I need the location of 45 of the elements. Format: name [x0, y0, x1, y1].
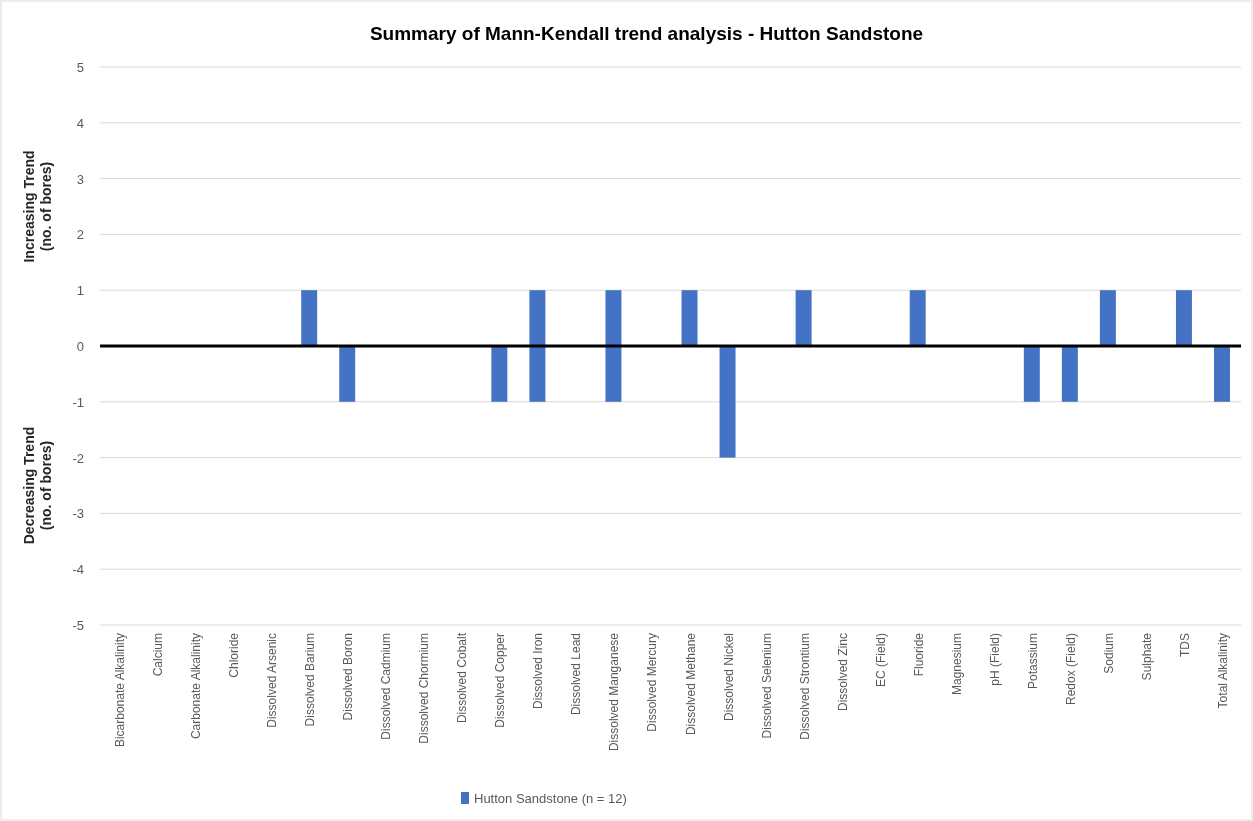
- x-tick-label: Dissolved Arsenic: [265, 633, 280, 728]
- x-tick-label: Dissolved Strontium: [797, 633, 812, 740]
- x-tick-label: Dissolved Zinc: [835, 633, 850, 712]
- chart-title: Summary of Mann-Kendall trend analysis - Hutton Sandstone: [369, 23, 924, 44]
- legend-label: Hutton Sandstone (n = 12): [474, 791, 627, 806]
- x-tick-label: Sulphate: [1139, 632, 1154, 681]
- x-tick-label: pH (Field): [987, 633, 1002, 686]
- x-tick-label: EC (Field): [873, 633, 888, 688]
- y-tick-label: -3: [72, 506, 84, 522]
- x-tick-label: Dissolved Chormium: [417, 633, 432, 744]
- y-tick-label: 1: [76, 283, 84, 299]
- x-tick-label: Dissolved Nickel: [721, 633, 736, 722]
- x-tick-label: Dissolved Copper: [493, 633, 508, 728]
- x-tick-label: Redox (Field): [1063, 633, 1078, 706]
- x-tick-label: Sodium: [1101, 633, 1116, 674]
- x-tick-label: Dissolved Selenium: [759, 633, 774, 739]
- y-tick-label: -1: [72, 394, 84, 410]
- x-tick-label: Bicarbonate Alkalinity: [113, 633, 128, 748]
- x-tick-label: Magnesium: [949, 633, 964, 696]
- x-tick-label: Chloride: [227, 632, 242, 678]
- y-tick-label: 4: [76, 115, 84, 131]
- x-tick-label: Carbonate Alkalinity: [189, 633, 204, 740]
- x-tick-label: TDS: [1177, 633, 1192, 657]
- x-tick-label: Total Alkalinity: [1215, 633, 1230, 709]
- y-tick-label: 0: [76, 339, 84, 354]
- x-tick-label: Dissolved Methane: [683, 632, 698, 736]
- y-tick-label: 5: [76, 60, 84, 75]
- x-tick-label: Fluoride: [911, 632, 926, 677]
- x-tick-label: Potassium: [1025, 633, 1040, 690]
- x-tick-label: Dissolved Boron: [341, 633, 356, 721]
- y-tick-label: 2: [76, 227, 84, 243]
- x-tick-label: Dissolved Cobalt: [455, 632, 470, 724]
- x-tick-label: Dissolved Iron: [531, 633, 546, 710]
- y-tick-label: 3: [76, 171, 84, 187]
- text: Decreasing Trend (no. of bores): [21, 426, 54, 545]
- x-tick-label: Calcium: [151, 633, 166, 677]
- x-tick-label: Dissolved Barium: [303, 633, 318, 727]
- y-tick-label: -5: [72, 618, 84, 633]
- x-tick-label: Dissolved Lead: [569, 633, 584, 716]
- x-tick-label: Dissolved Mercury: [645, 633, 660, 732]
- y-tick-label: -2: [72, 450, 84, 466]
- x-tick-label: Dissolved Cadmium: [379, 633, 394, 740]
- x-tick-label: Dissolved Manganese: [607, 632, 622, 752]
- y-axis-title: Increasing Trend (no. of bores): [21, 150, 54, 263]
- y-tick-label: -4: [72, 562, 84, 578]
